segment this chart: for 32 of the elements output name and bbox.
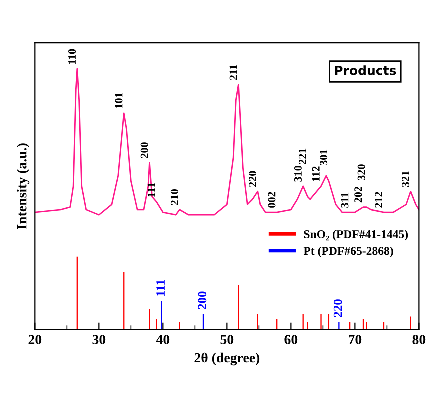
annotation: 320 [358, 164, 366, 180]
annotation: 101 [115, 93, 123, 108]
legend-label: SnO₂ (PDF#41-1445) [304, 230, 408, 241]
annotation: 321 [402, 171, 410, 188]
x-tick-label: 60 [284, 335, 298, 344]
x-tick-label: 70 [349, 335, 362, 344]
annotation: 220 [249, 171, 257, 188]
annotation: 310 [294, 166, 302, 182]
x-tick-label: 80 [412, 335, 426, 344]
annotation: 311 [341, 192, 349, 208]
annotation: 210 [170, 189, 178, 206]
annotation: 200 [140, 142, 148, 158]
x-tick-label: 50 [220, 335, 234, 344]
annotation: Products [335, 66, 396, 76]
annotation: 111 [148, 183, 156, 198]
annotation: 301 [320, 150, 328, 166]
annotation: 211 [230, 65, 238, 80]
annotation: 212 [375, 192, 382, 208]
annotation: 220 [334, 300, 342, 318]
annotation: 221 [298, 148, 306, 164]
annotation: 110 [68, 49, 76, 64]
x-axis-title: 2θ (degree) [194, 352, 260, 366]
annotation: 111 [156, 280, 165, 296]
x-tick-label: 20 [28, 335, 42, 344]
annotation: 200 [198, 292, 207, 310]
legend-label: Pt (PDF#65-2868) [304, 246, 394, 258]
annotation: 002 [268, 192, 276, 208]
y-axis-title: Intensity (a.u.) [16, 144, 30, 230]
x-tick-label: 40 [156, 335, 170, 344]
annotation: 112 [312, 166, 320, 182]
annotation: 202 [354, 186, 362, 203]
x-tick-label: 30 [92, 335, 106, 344]
